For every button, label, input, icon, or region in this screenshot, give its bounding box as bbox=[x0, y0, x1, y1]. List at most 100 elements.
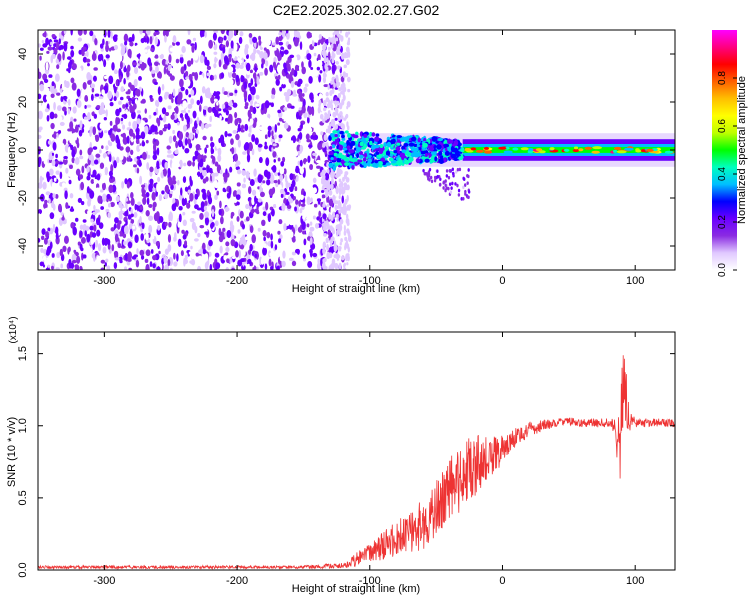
heatmap-noise-cell bbox=[45, 95, 50, 101]
heatmap-noise-cell bbox=[262, 52, 268, 60]
heatmap-noise-cell bbox=[83, 242, 89, 247]
heatmap-noise-cell bbox=[243, 143, 248, 151]
heatmap-noise-cell bbox=[185, 131, 190, 138]
heatmap-noise-cell bbox=[283, 106, 288, 111]
heatmap-noise-cell bbox=[323, 134, 328, 141]
heatmap-noise-cell bbox=[299, 159, 303, 167]
heatmap-noise-cell bbox=[136, 156, 141, 160]
heatmap-transition-cell bbox=[347, 133, 352, 138]
heatmap-noise-cell bbox=[187, 109, 191, 113]
heatmap-noise-cell bbox=[233, 42, 238, 52]
heatmap-tail-cell bbox=[467, 190, 471, 194]
heatmap-noise-cell bbox=[177, 139, 183, 148]
heatmap-noise-cell bbox=[325, 141, 329, 148]
heatmap-transition-cell bbox=[403, 142, 409, 147]
heatmap-noise-cell bbox=[320, 131, 324, 136]
heatmap-noise-cell bbox=[43, 78, 49, 84]
heatmap-transition-cell bbox=[447, 145, 453, 152]
heatmap-noise-cell bbox=[143, 55, 148, 60]
heatmap-noise-cell bbox=[55, 58, 59, 64]
heatmap-noise-cell bbox=[298, 186, 302, 191]
heatmap-noise-cell bbox=[271, 208, 275, 217]
heatmap-noise-cell bbox=[39, 66, 44, 74]
heatmap-noise-cell bbox=[235, 62, 240, 69]
heatmap-noise-cell bbox=[41, 235, 45, 240]
heatmap-noise-cell bbox=[311, 32, 317, 37]
heatmap-noise-cell bbox=[177, 238, 182, 247]
heatmap-noise-cell bbox=[106, 193, 111, 200]
heatmap-noise-cell bbox=[140, 61, 146, 71]
heatmap-noise-cell bbox=[127, 98, 133, 102]
heatmap-noise-cell bbox=[245, 62, 251, 72]
heatmap-noise-cell bbox=[108, 184, 114, 194]
heatmap-noise-cell bbox=[39, 83, 45, 92]
heatmap-noise-cell bbox=[272, 47, 277, 51]
heatmap-noise-cell bbox=[119, 53, 123, 62]
spectrogram-y-label: Frequency (Hz) bbox=[6, 112, 18, 188]
heatmap-noise-cell bbox=[95, 239, 99, 248]
heatmap-noise-cell bbox=[94, 93, 100, 97]
heatmap-noise-cell bbox=[51, 134, 57, 138]
heatmap-noise-cell bbox=[56, 137, 60, 142]
heatmap-noise-cell bbox=[310, 197, 313, 203]
heatmap-noise-cell bbox=[278, 41, 284, 46]
heatmap-noise-cell bbox=[324, 114, 328, 121]
heatmap-noise-cell bbox=[232, 102, 238, 108]
heatmap-noise-cell bbox=[136, 118, 141, 125]
heatmap-noise-cell bbox=[200, 256, 204, 263]
heatmap-noise-cell bbox=[90, 218, 94, 223]
heatmap-noise-cell bbox=[316, 66, 321, 71]
heatmap-noise-cell bbox=[67, 108, 71, 115]
heatmap-noise-cell bbox=[72, 63, 77, 70]
heatmap-noise-cell bbox=[198, 249, 203, 255]
heatmap-noise-cell bbox=[134, 89, 140, 96]
heatmap-noise-cell bbox=[161, 190, 165, 195]
heatmap-noise-cell bbox=[251, 189, 257, 196]
heatmap-noise-cell bbox=[145, 139, 149, 144]
heatmap-noise-cell bbox=[178, 91, 183, 101]
heatmap-noise-cell bbox=[278, 219, 283, 225]
heatmap-noise-cell bbox=[303, 86, 308, 93]
heatmap-tail-cell bbox=[427, 177, 430, 181]
heatmap-noise-cell bbox=[167, 176, 173, 185]
heatmap-noise-cell bbox=[68, 179, 72, 185]
heatmap-noise-cell bbox=[264, 67, 268, 76]
heatmap-noise-cell bbox=[168, 221, 172, 228]
heatmap-noise-cell bbox=[324, 188, 328, 193]
heatmap-noise-cell bbox=[279, 166, 285, 175]
heatmap-noise-cell bbox=[323, 71, 326, 78]
heatmap-transition-cell bbox=[360, 146, 367, 150]
heatmap-transition-cell bbox=[415, 157, 421, 164]
heatmap-noise-cell bbox=[113, 262, 118, 269]
heatmap-noise-cell bbox=[97, 195, 103, 204]
heatmap-noise-cell bbox=[293, 37, 299, 47]
heatmap-noise-cell bbox=[172, 35, 177, 44]
heatmap-noise-cell bbox=[122, 124, 126, 130]
heatmap-noise-cell bbox=[338, 87, 342, 92]
heatmap-noise-cell bbox=[234, 153, 238, 163]
heatmap-noise-cell bbox=[51, 33, 56, 38]
heatmap-noise-cell bbox=[142, 197, 147, 205]
heatmap-noise-cell bbox=[285, 265, 290, 270]
heatmap-noise-cell bbox=[136, 167, 140, 174]
heatmap-noise-cell bbox=[136, 248, 139, 255]
heatmap-noise-cell bbox=[47, 220, 53, 228]
heatmap-noise-cell bbox=[281, 202, 286, 212]
heatmap-noise-cell bbox=[147, 154, 151, 159]
heatmap-noise-cell bbox=[119, 230, 123, 237]
heatmap-noise-cell bbox=[100, 102, 105, 111]
heatmap-transition-cell bbox=[454, 147, 458, 153]
heatmap-tail-cell bbox=[436, 174, 440, 179]
heatmap-noise-cell bbox=[139, 30, 143, 35]
heatmap-transition-cell bbox=[367, 154, 372, 159]
heatmap-noise-cell bbox=[253, 47, 257, 55]
heatmap-noise-cell bbox=[272, 42, 277, 46]
heatmap-noise-cell bbox=[346, 76, 351, 83]
heatmap-noise-cell bbox=[214, 194, 218, 201]
heatmap-noise-cell bbox=[322, 174, 326, 181]
heatmap-noise-cell bbox=[345, 59, 350, 66]
heatmap-noise-cell bbox=[120, 119, 124, 125]
colorbar-tick-label: 0.2 bbox=[717, 215, 728, 229]
heatmap-noise-cell bbox=[96, 173, 101, 181]
heatmap-noise-cell bbox=[268, 188, 274, 197]
